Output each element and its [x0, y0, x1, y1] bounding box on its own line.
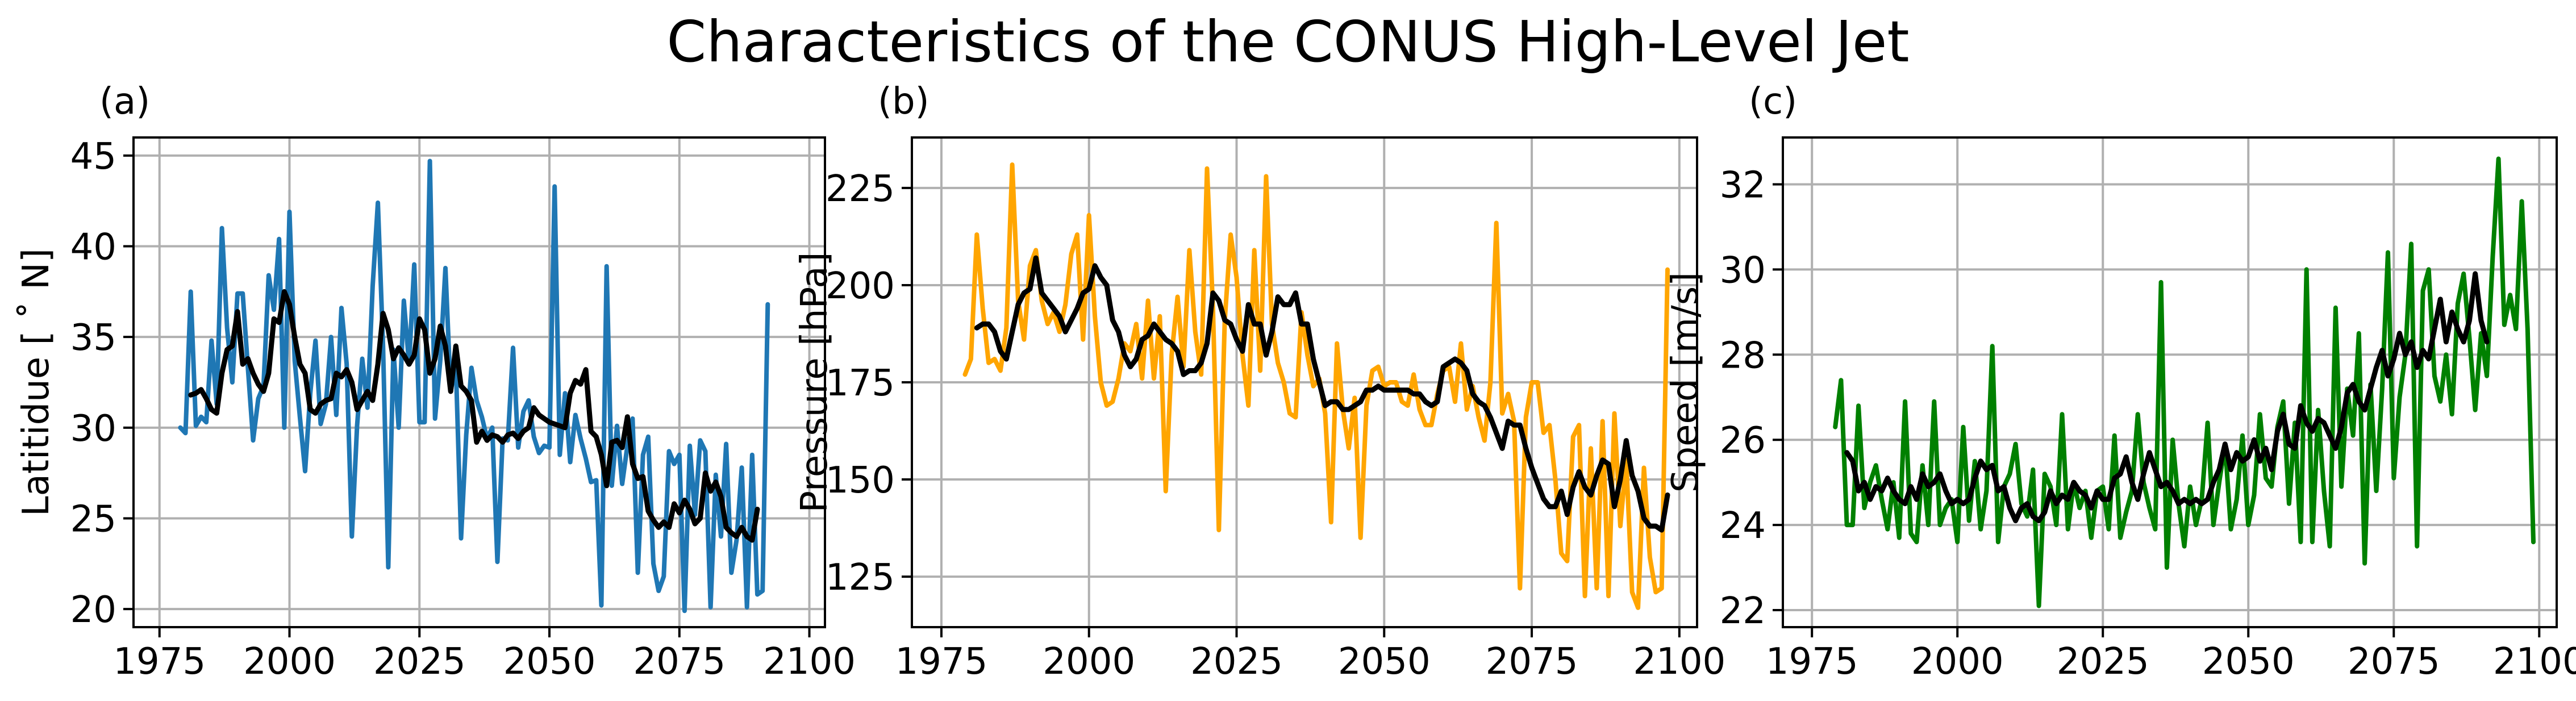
- panel-label: (a): [99, 81, 150, 123]
- y-tick-label: 225: [826, 168, 895, 210]
- y-tick-label: 22: [1720, 590, 1766, 632]
- y-tick-label: 26: [1720, 420, 1766, 462]
- y-axis-label: Speed [m/s]: [1665, 272, 1707, 493]
- x-tick-label: 2100: [1633, 641, 1725, 683]
- figure-title: Characteristics of the CONUS High-Level …: [666, 9, 1910, 75]
- x-tick-label: 2025: [1190, 641, 1283, 683]
- x-tick-label: 2000: [1043, 641, 1135, 683]
- series-line-raw: [962, 162, 1670, 610]
- x-tick-label: 2050: [2202, 641, 2295, 683]
- chart-panel-3: 1975 2000 2025 2050 2075 2100 22 24 26 28 30 32 Spee…: [1665, 81, 2576, 683]
- x-tick-label: 1975: [1766, 641, 1858, 683]
- x-tick-label: 2100: [2493, 641, 2576, 683]
- series-line-smoothed: [1844, 271, 2490, 524]
- x-tick-label: 1975: [113, 641, 206, 683]
- y-tick-label: 125: [826, 557, 895, 599]
- series-line-smoothed: [188, 289, 760, 543]
- chart-panel-1: 1975 2000 2025 2050 2075 2100202530354045Lati…: [15, 81, 856, 683]
- x-tick-label: 2050: [1338, 641, 1431, 683]
- y-tick-label: 35: [70, 317, 116, 359]
- y-tick-label: 25: [70, 498, 116, 540]
- x-tick-label: 2000: [1911, 641, 2004, 683]
- x-tick-label: 1975: [895, 641, 988, 683]
- y-tick-label: 150: [826, 460, 895, 502]
- y-axis-label: Latitidue [ ˚ N]: [15, 248, 57, 516]
- series-line-raw: [1833, 156, 2536, 608]
- x-tick-label: 2000: [243, 641, 336, 683]
- x-tick-label: 2025: [2057, 641, 2149, 683]
- y-tick-label: 200: [826, 265, 895, 307]
- y-tick-label: 24: [1720, 505, 1766, 547]
- y-tick-label: 32: [1720, 164, 1766, 206]
- series-line-smoothed: [974, 255, 1670, 533]
- x-tick-label: 2075: [633, 641, 726, 683]
- axes-frame: [1782, 136, 2558, 628]
- y-tick-label: 30: [70, 408, 116, 450]
- series-line-raw: [178, 158, 770, 614]
- x-tick-label: 2050: [503, 641, 596, 683]
- axes-frame: [132, 136, 826, 628]
- panel-label: (b): [878, 81, 929, 123]
- y-axis-label: Pressure [hPa]: [794, 252, 836, 512]
- y-tick-label: 40: [70, 227, 116, 269]
- x-tick-label: 2100: [763, 641, 856, 683]
- panel-label: (c): [1749, 81, 1797, 123]
- y-tick-label: 30: [1720, 249, 1766, 291]
- y-tick-label: 175: [826, 362, 895, 404]
- x-tick-label: 2075: [2348, 641, 2440, 683]
- chart-panel-2: 1975 2000 2025 2050 2075 2100 125 150 175 200 225 P…: [794, 81, 1725, 683]
- y-tick-label: 20: [70, 589, 116, 631]
- x-tick-label: 2075: [1486, 641, 1578, 683]
- x-tick-label: 2025: [373, 641, 466, 683]
- y-tick-label: 45: [70, 136, 116, 178]
- y-tick-label: 28: [1720, 335, 1766, 377]
